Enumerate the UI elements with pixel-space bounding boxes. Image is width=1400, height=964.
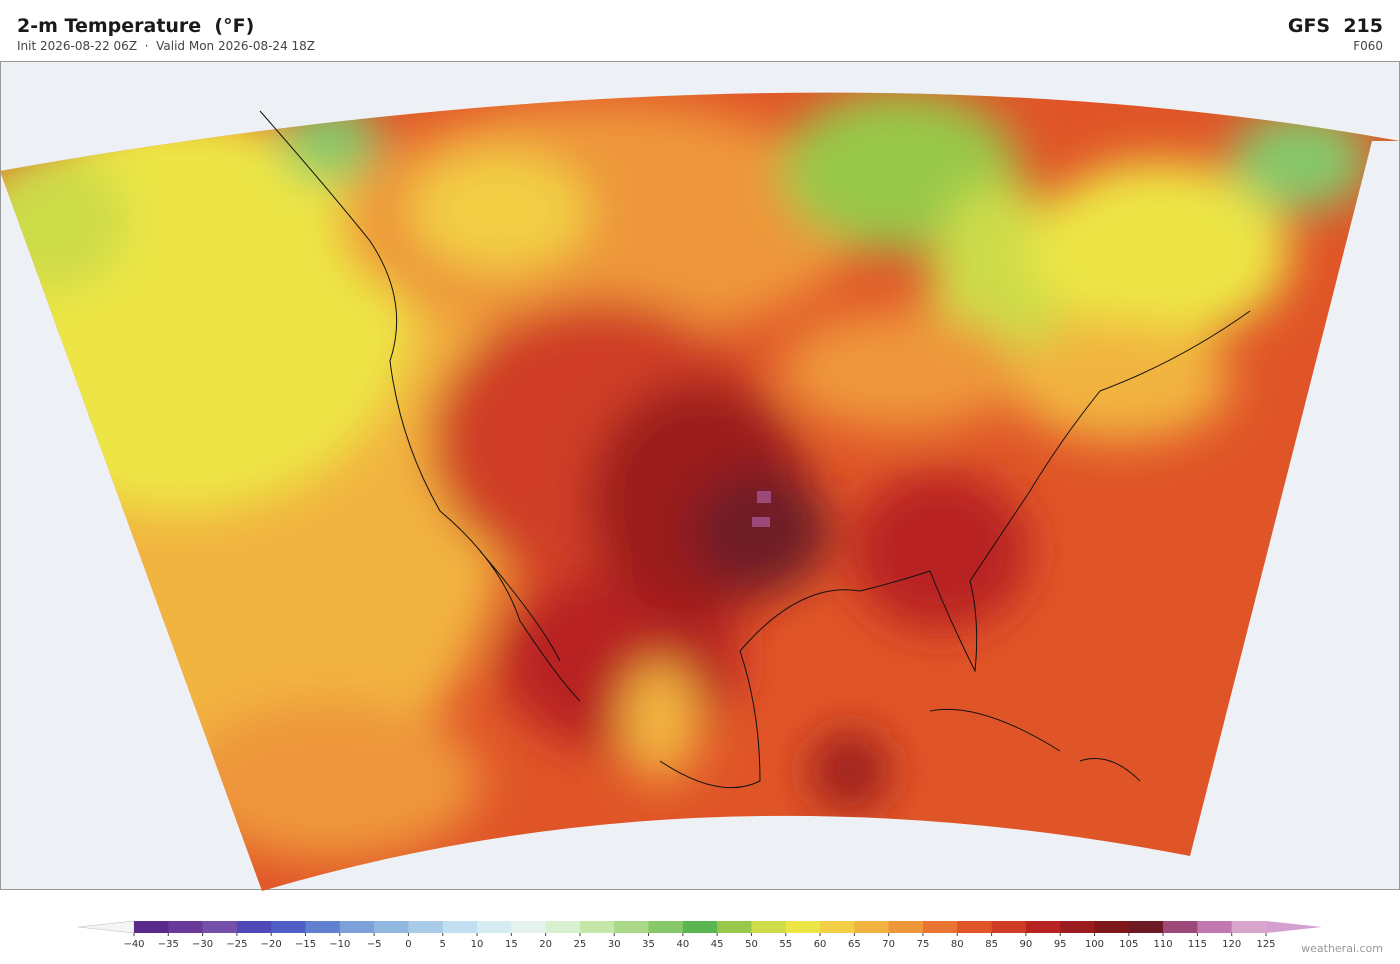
colorbar-swatch xyxy=(236,921,272,933)
colorbar-swatch xyxy=(271,921,306,933)
colorbar-tick-label: 55 xyxy=(779,939,792,950)
colorbar-swatch xyxy=(922,921,958,933)
map-subtitle: Init 2026-08-22 06Z · Valid Mon 2026-08-… xyxy=(17,39,316,53)
colorbar-tick-label: −15 xyxy=(295,939,316,950)
colorbar-swatch xyxy=(477,921,512,933)
colorbar-swatch xyxy=(1163,921,1198,933)
colorbar-swatch xyxy=(1128,921,1164,933)
colorbar-tick-label: −30 xyxy=(192,939,213,950)
colorbar-under xyxy=(77,920,135,934)
colorbar-tick-label: 15 xyxy=(505,939,518,950)
colorbar-swatch xyxy=(374,921,409,933)
colorbar-tick-label: 10 xyxy=(471,939,484,950)
forecast-hour: F060 xyxy=(1353,39,1383,53)
coastlines xyxy=(259,110,1251,789)
colorbar-tick-label: −20 xyxy=(261,939,282,950)
colorbar-swatch xyxy=(579,921,615,933)
colorbar-tick-label: 25 xyxy=(574,939,587,950)
colorbar-swatch xyxy=(957,921,992,933)
colorbar-tick-label: −10 xyxy=(329,939,350,950)
colorbar-tick-label: 95 xyxy=(1054,939,1067,950)
colorbar-swatch xyxy=(785,921,821,933)
colorbar-tick-label: 20 xyxy=(539,939,552,950)
colorbar-tick-label: 125 xyxy=(1256,939,1275,950)
colorbar-tick-label: 45 xyxy=(711,939,724,950)
colorbar-swatch xyxy=(339,921,375,933)
map-title: 2-m Temperature (°F) xyxy=(17,15,255,37)
colorbar-swatch xyxy=(1060,921,1095,933)
colorbar-swatch xyxy=(442,921,478,933)
colorbar-over xyxy=(1266,921,1322,933)
colorbar-swatch xyxy=(854,921,889,933)
colorbar: −40 −35 −30 −25 −20 −15 −10 −5 0 5 10 15 20 25 30 35 40 4… xyxy=(77,920,1322,950)
colorbar-tick-label: 110 xyxy=(1154,939,1173,950)
colorbar-tick-label: 65 xyxy=(848,939,861,950)
colorbar-tick-label: 75 xyxy=(917,939,930,950)
colorbar-tick-label: 40 xyxy=(676,939,689,950)
colorbar-swatch xyxy=(820,921,855,933)
colorbar-tick-label: 105 xyxy=(1119,939,1138,950)
colorbar-swatch xyxy=(134,921,169,933)
colorbar-tick-label: −35 xyxy=(158,939,179,950)
colorbar-swatch xyxy=(888,921,924,933)
colorbar-swatch xyxy=(511,921,546,933)
colorbar-swatch xyxy=(751,921,787,933)
colorbar-swatch xyxy=(991,921,1027,933)
colorbar-swatch xyxy=(168,921,203,933)
colorbar-swatch xyxy=(545,921,581,933)
map xyxy=(0,61,1400,891)
colorbar-tick-label: 5 xyxy=(440,939,446,950)
model-label: GFS 215 xyxy=(1287,15,1383,37)
colorbar-swatch xyxy=(1094,921,1130,933)
colorbar-swatch xyxy=(614,921,649,933)
colorbar-swatch xyxy=(1231,921,1267,933)
colorbar-swatch xyxy=(408,921,444,933)
colorbar-tick-label: 70 xyxy=(882,939,895,950)
colorbar-swatch xyxy=(717,921,752,933)
colorbar-tick-label: 115 xyxy=(1188,939,1207,950)
credit: weatherai.com xyxy=(1301,942,1383,955)
colorbar-tick-label: 85 xyxy=(985,939,998,950)
colorbar-tick-label: −25 xyxy=(226,939,247,950)
colorbar-swatch xyxy=(682,921,718,933)
colorbar-swatch xyxy=(305,921,341,933)
colorbar-swatch xyxy=(202,921,238,933)
colorbar-tick-label: 90 xyxy=(1020,939,1033,950)
colorbar-swatch xyxy=(1025,921,1061,933)
colorbar-tick-label: −40 xyxy=(123,939,144,950)
colorbar-swatch xyxy=(1197,921,1232,933)
colorbar-tick-label: 60 xyxy=(814,939,827,950)
colorbar-tick-label: 30 xyxy=(608,939,621,950)
colorbar-tick-label: 0 xyxy=(405,939,411,950)
colorbar-tick-label: 80 xyxy=(951,939,964,950)
colorbar-tick-label: 35 xyxy=(642,939,655,950)
colorbar-tick-label: 120 xyxy=(1222,939,1241,950)
colorbar-tick-label: 50 xyxy=(745,939,758,950)
colorbar-tick-label: 100 xyxy=(1085,939,1104,950)
colorbar-tick-label: −5 xyxy=(367,939,382,950)
colorbar-swatch xyxy=(648,921,684,933)
